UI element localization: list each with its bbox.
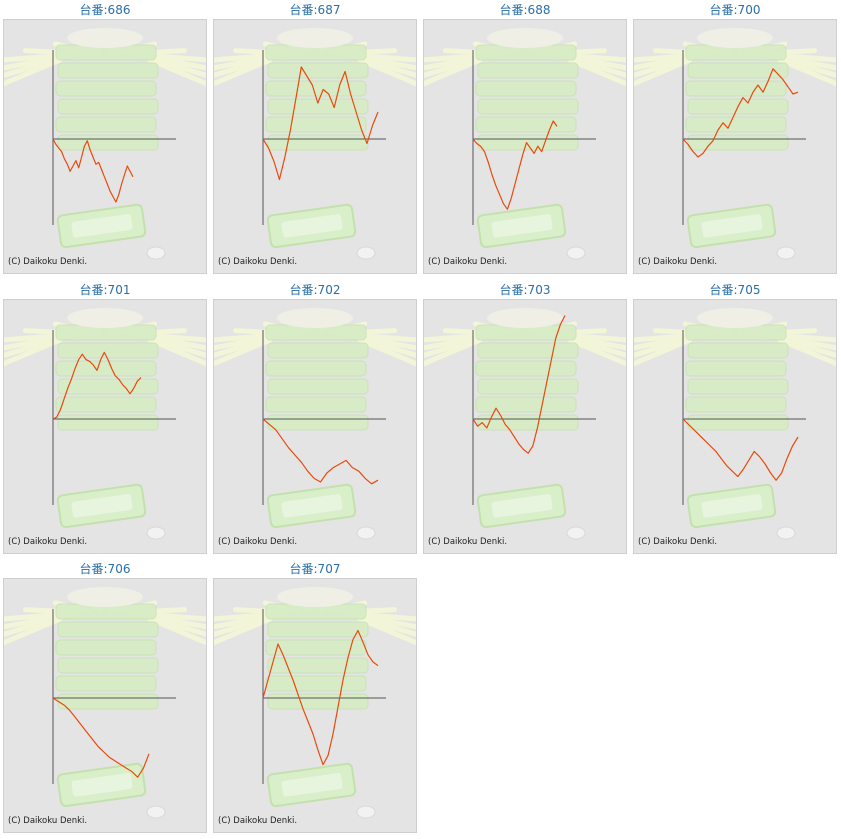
chart-cell: 台番:703 (C) Daikoku Denki.	[423, 280, 627, 556]
series-line	[262, 418, 379, 485]
copyright-text: (C) Daikoku Denki.	[428, 537, 508, 547]
chart-frame: (C) Daikoku Denki.	[213, 578, 417, 833]
chart-title: 台番:700	[709, 3, 761, 17]
chart-frame: (C) Daikoku Denki.	[3, 578, 207, 833]
background-art	[4, 308, 206, 540]
background-art	[634, 308, 836, 540]
series-line	[52, 138, 134, 203]
copyright-text: (C) Daikoku Denki.	[638, 537, 718, 547]
chart-title: 台番:705	[709, 283, 761, 297]
series-line	[472, 315, 566, 454]
series-line	[682, 68, 799, 158]
chart-frame: (C) Daikoku Denki.	[3, 299, 207, 554]
chart-cell: 台番:688 (C) Daikoku Denki.	[423, 0, 627, 276]
background-art	[634, 28, 836, 260]
chart-title: 台番:702	[289, 283, 341, 297]
line-chart	[424, 28, 626, 260]
chart-frame: (C) Daikoku Denki.	[423, 19, 627, 274]
chart-title: 台番:687	[289, 3, 341, 17]
background-art	[214, 587, 416, 819]
copyright-text: (C) Daikoku Denki.	[638, 257, 718, 267]
chart-frame: (C) Daikoku Denki.	[213, 19, 417, 274]
copyright-text: (C) Daikoku Denki.	[8, 257, 88, 267]
line-chart	[424, 308, 626, 540]
chart-cell: 台番:686 (C) Daikoku Denki.	[3, 0, 207, 276]
line-chart	[214, 308, 416, 540]
series-line	[472, 120, 558, 210]
background-art	[4, 28, 206, 260]
series-line	[262, 629, 379, 766]
chart-title: 台番:707	[289, 562, 341, 576]
line-chart	[214, 28, 416, 260]
copyright-text: (C) Daikoku Denki.	[428, 257, 508, 267]
chart-cell: 台番:705 (C) Daikoku Denki.	[633, 280, 837, 556]
chart-title: 台番:703	[499, 283, 551, 297]
chart-title: 台番:688	[499, 3, 551, 17]
chart-cell: 台番:701 (C) Daikoku Denki.	[3, 280, 207, 556]
background-art	[4, 587, 206, 819]
line-chart	[634, 28, 836, 260]
chart-title: 台番:706	[79, 562, 131, 576]
copyright-text: (C) Daikoku Denki.	[218, 257, 298, 267]
copyright-text: (C) Daikoku Denki.	[8, 537, 88, 547]
chart-frame: (C) Daikoku Denki.	[633, 299, 837, 554]
chart-cell: 台番:687 (C) Daikoku Denki.	[213, 0, 417, 276]
line-chart	[4, 28, 206, 260]
chart-frame: (C) Daikoku Denki.	[3, 19, 207, 274]
series-line	[52, 351, 142, 420]
background-art	[214, 28, 416, 260]
background-art	[424, 28, 626, 260]
series-line	[262, 66, 379, 181]
line-chart	[214, 587, 416, 819]
chart-cell: 台番:706 (C) Daikoku Denki.	[3, 559, 207, 835]
background-art	[214, 308, 416, 540]
chart-frame: (C) Daikoku Denki.	[423, 299, 627, 554]
background-art	[424, 308, 626, 540]
chart-cell: 台番:707 (C) Daikoku Denki.	[213, 559, 417, 835]
copyright-text: (C) Daikoku Denki.	[218, 816, 298, 826]
line-chart	[4, 308, 206, 540]
chart-cell: 台番:702 (C) Daikoku Denki.	[213, 280, 417, 556]
chart-cell: 台番:700 (C) Daikoku Denki.	[633, 0, 837, 276]
chart-frame: (C) Daikoku Denki.	[213, 299, 417, 554]
chart-title: 台番:686	[79, 3, 131, 17]
copyright-text: (C) Daikoku Denki.	[218, 537, 298, 547]
copyright-text: (C) Daikoku Denki.	[8, 816, 88, 826]
series-line	[682, 418, 799, 481]
line-chart	[4, 587, 206, 819]
series-line	[52, 697, 150, 778]
line-chart	[634, 308, 836, 540]
chart-title: 台番:701	[79, 283, 131, 297]
chart-frame: (C) Daikoku Denki.	[633, 19, 837, 274]
